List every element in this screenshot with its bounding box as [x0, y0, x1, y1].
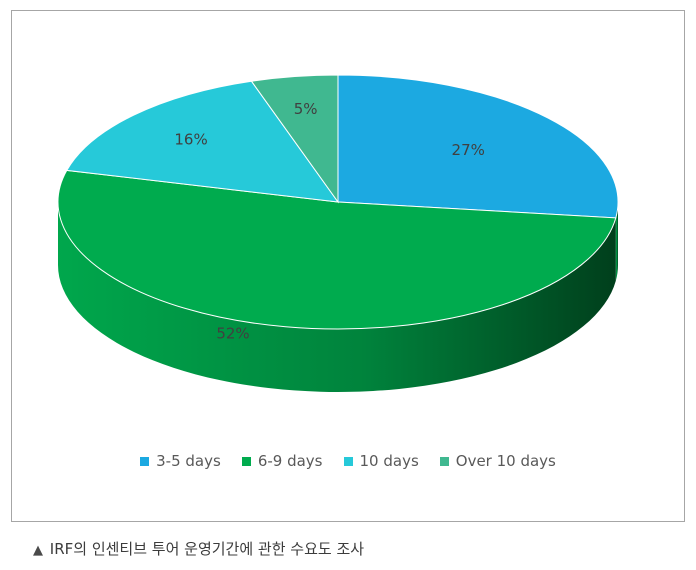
figure-caption: ▲ IRF의 인센티브 투어 운영기간에 관한 수요도 조사	[33, 538, 364, 559]
legend-swatch	[140, 456, 150, 466]
pie-top	[57, 74, 619, 330]
pie-chart: 27% 52% 16% 5%	[57, 74, 619, 393]
chart-legend: 3-5 days 6-9 days 10 days Over 10 days	[12, 452, 684, 470]
pie-slice-over-10-days	[250, 74, 339, 204]
legend-item-3-5-days: 3-5 days	[140, 452, 221, 470]
legend-label: Over 10 days	[455, 452, 556, 470]
legend-label: 3-5 days	[156, 452, 221, 470]
legend-label: 6-9 days	[257, 452, 323, 470]
pie-side-3-5-days	[615, 202, 618, 281]
caption-text: IRF의 인센티브 투어 운영기간에 관한 수요도 조사	[49, 540, 365, 558]
legend-item-over-10-days: Over 10 days	[439, 452, 556, 470]
legend-item-6-9-days: 6-9 days	[241, 452, 323, 470]
pie-slice-3-5-days	[337, 74, 619, 219]
legend-swatch	[241, 456, 251, 466]
legend-swatch	[439, 456, 449, 466]
slice-label-3-5-days: 27%	[452, 141, 485, 159]
slice-label-over-10-days: 5%	[294, 100, 318, 118]
slice-label-10-days: 16%	[174, 130, 207, 148]
pie-slice-10-days	[65, 80, 340, 203]
legend-swatch	[343, 456, 353, 466]
pie-slice-6-9-days	[57, 169, 617, 330]
pie-labels: 27% 52% 16% 5%	[174, 100, 485, 342]
pie-side-6-9-days	[58, 202, 616, 393]
legend-item-10-days: 10 days	[343, 452, 419, 470]
legend-label: 10 days	[359, 452, 419, 470]
chart-area: 27% 52% 16% 5% 3-5 days 6-9 days 10 days Ov…	[11, 10, 685, 522]
triangle-icon: ▲	[33, 543, 43, 558]
slice-label-6-9-days: 52%	[216, 324, 249, 342]
pie-side	[58, 202, 618, 393]
